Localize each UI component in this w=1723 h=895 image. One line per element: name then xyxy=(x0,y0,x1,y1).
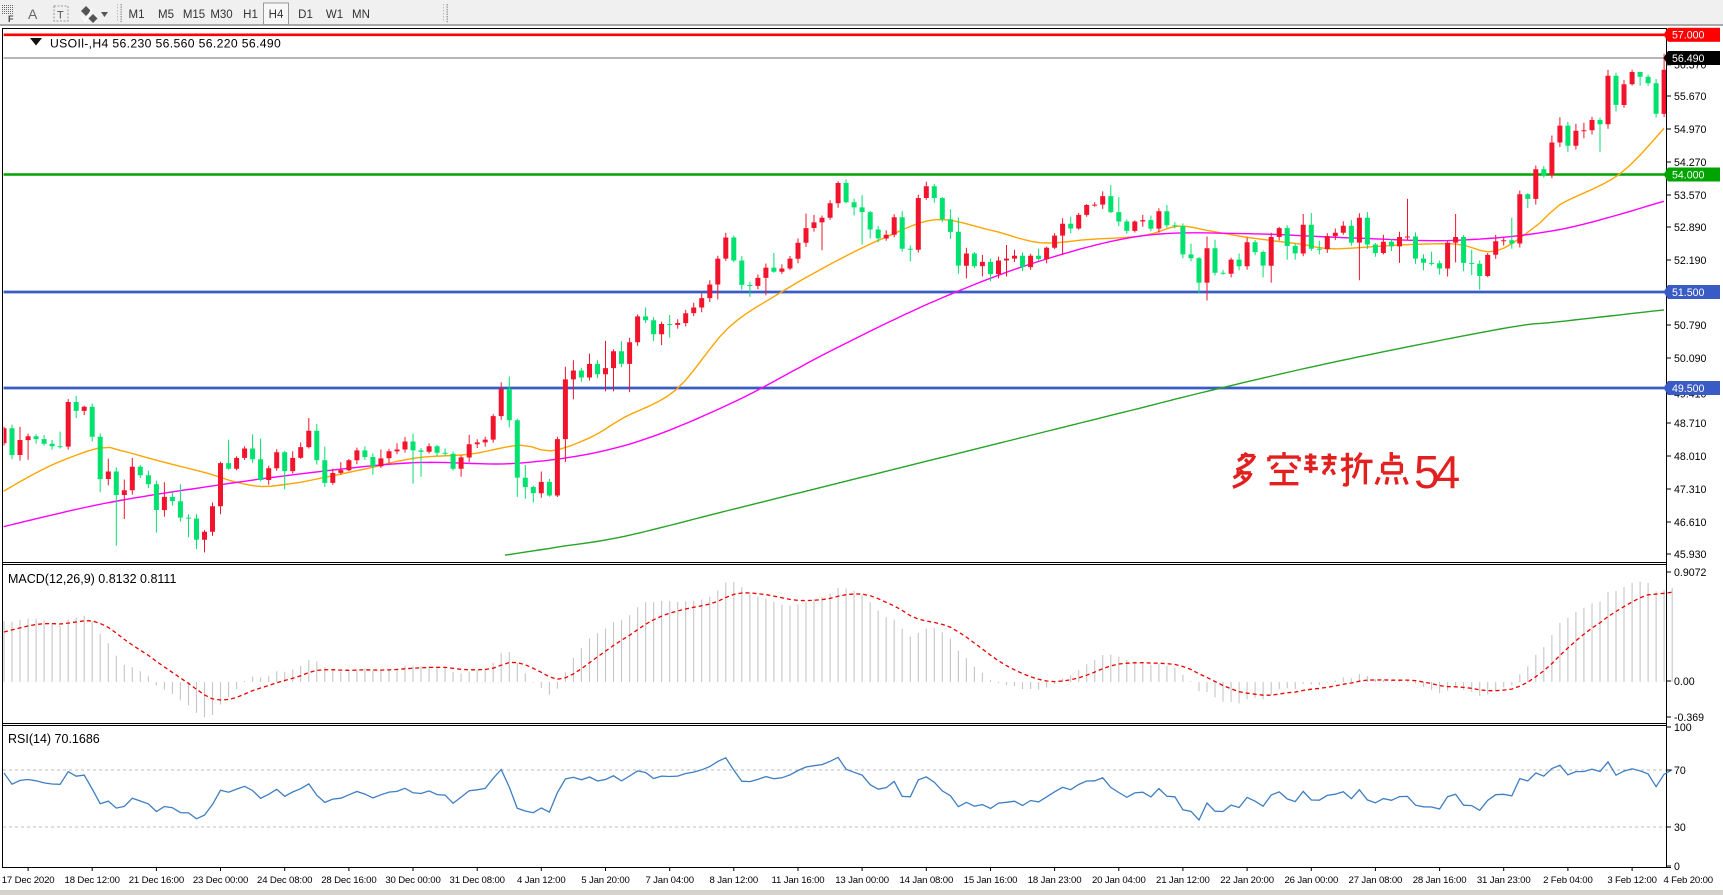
svg-text:18 Dec 12:00: 18 Dec 12:00 xyxy=(65,875,120,886)
svg-text:21 Jan 12:00: 21 Jan 12:00 xyxy=(1156,875,1210,886)
svg-text:0.00: 0.00 xyxy=(1674,676,1695,688)
svg-text:30: 30 xyxy=(1674,822,1686,834)
svg-text:0.9072: 0.9072 xyxy=(1674,567,1707,579)
svg-text:55.670: 55.670 xyxy=(1674,91,1707,103)
svg-text:M1: M1 xyxy=(129,9,145,21)
svg-text:23 Dec 00:00: 23 Dec 00:00 xyxy=(193,875,248,886)
svg-text:54.970: 54.970 xyxy=(1674,124,1707,136)
svg-text:49.500: 49.500 xyxy=(1672,383,1705,395)
svg-text:20 Jan 04:00: 20 Jan 04:00 xyxy=(1092,875,1146,886)
svg-text:F: F xyxy=(8,14,14,24)
svg-text:2 Feb 04:00: 2 Feb 04:00 xyxy=(1543,875,1593,886)
svg-text:8 Jan 12:00: 8 Jan 12:00 xyxy=(710,875,759,886)
svg-text:17 Dec 2020: 17 Dec 2020 xyxy=(2,875,55,886)
svg-text:4 Jan 12:00: 4 Jan 12:00 xyxy=(517,875,566,886)
svg-text:A: A xyxy=(28,6,38,22)
svg-text:31 Jan 23:00: 31 Jan 23:00 xyxy=(1477,875,1531,886)
svg-text:D1: D1 xyxy=(298,9,313,21)
svg-text:USOIl-,H4 56.230 56.560 56.22: USOIl-,H4 56.230 56.560 56.220 56.490 xyxy=(50,37,281,51)
svg-text:50.090: 50.090 xyxy=(1674,353,1707,365)
svg-text:31 Dec 08:00: 31 Dec 08:00 xyxy=(450,875,505,886)
svg-text:28 Dec 16:00: 28 Dec 16:00 xyxy=(321,875,376,886)
svg-text:47.310: 47.310 xyxy=(1674,484,1707,496)
svg-text:100: 100 xyxy=(1674,722,1692,734)
svg-text:56.490: 56.490 xyxy=(1672,53,1705,65)
svg-text:H4: H4 xyxy=(269,9,284,21)
svg-text:M15: M15 xyxy=(183,9,205,21)
svg-text:54.270: 54.270 xyxy=(1674,157,1707,169)
svg-text:27 Jan 08:00: 27 Jan 08:00 xyxy=(1349,875,1403,886)
svg-text:MN: MN xyxy=(352,9,370,21)
svg-text:3 Feb 12:00: 3 Feb 12:00 xyxy=(1607,875,1657,886)
svg-text:W1: W1 xyxy=(326,9,343,21)
svg-text:14 Jan 08:00: 14 Jan 08:00 xyxy=(899,875,953,886)
svg-text:15 Jan 16:00: 15 Jan 16:00 xyxy=(964,875,1018,886)
svg-text:45.930: 45.930 xyxy=(1674,549,1707,561)
svg-text:4 Feb 20:00: 4 Feb 20:00 xyxy=(1663,875,1713,886)
svg-text:70: 70 xyxy=(1674,765,1686,777)
svg-text:13 Jan 00:00: 13 Jan 00:00 xyxy=(835,875,889,886)
svg-text:54.000: 54.000 xyxy=(1672,169,1705,181)
svg-text:26 Jan 00:00: 26 Jan 00:00 xyxy=(1284,875,1338,886)
svg-text:48.010: 48.010 xyxy=(1674,451,1707,463)
svg-text:T: T xyxy=(57,10,64,22)
svg-text:52.890: 52.890 xyxy=(1674,222,1707,234)
svg-text:51.500: 51.500 xyxy=(1672,287,1705,299)
svg-text:M5: M5 xyxy=(158,9,174,21)
svg-text:21 Dec 16:00: 21 Dec 16:00 xyxy=(129,875,184,886)
svg-text:48.710: 48.710 xyxy=(1674,418,1707,430)
svg-text:30 Dec 00:00: 30 Dec 00:00 xyxy=(385,875,440,886)
svg-text:46.610: 46.610 xyxy=(1674,517,1707,529)
svg-text:24 Dec 08:00: 24 Dec 08:00 xyxy=(257,875,312,886)
svg-text:0: 0 xyxy=(1674,861,1680,873)
svg-text:5 Jan 20:00: 5 Jan 20:00 xyxy=(581,875,630,886)
svg-text:RSI(14) 70.1686: RSI(14) 70.1686 xyxy=(8,732,100,746)
svg-text:7 Jan 04:00: 7 Jan 04:00 xyxy=(645,875,694,886)
svg-text:50.790: 50.790 xyxy=(1674,320,1707,332)
svg-text:M30: M30 xyxy=(210,9,232,21)
svg-text:MACD(12,26,9) 0.8132 0.8111: MACD(12,26,9) 0.8132 0.8111 xyxy=(8,572,176,586)
svg-text:H1: H1 xyxy=(243,9,258,21)
svg-text:28 Jan 16:00: 28 Jan 16:00 xyxy=(1413,875,1467,886)
svg-text:57.000: 57.000 xyxy=(1672,30,1705,42)
svg-text:52.190: 52.190 xyxy=(1674,255,1707,267)
svg-text:18 Jan 23:00: 18 Jan 23:00 xyxy=(1028,875,1082,886)
svg-text:22 Jan 20:00: 22 Jan 20:00 xyxy=(1220,875,1274,886)
svg-text:54: 54 xyxy=(1414,446,1460,498)
svg-text:-0.369: -0.369 xyxy=(1674,712,1704,724)
svg-text:53.570: 53.570 xyxy=(1674,190,1707,202)
svg-text:11 Jan 16:00: 11 Jan 16:00 xyxy=(772,875,825,886)
